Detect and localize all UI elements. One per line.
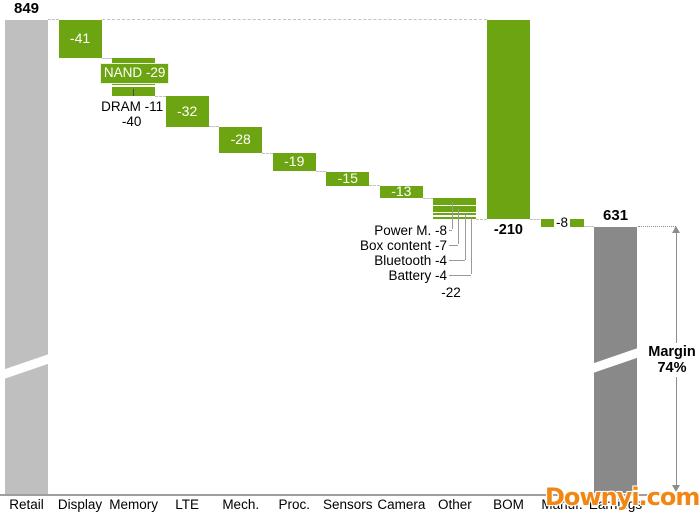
connector-line <box>583 226 595 228</box>
callout-label: Battery -4 <box>388 267 447 283</box>
axis-baseline <box>0 493 699 496</box>
callout-leader <box>464 214 466 260</box>
memory-total-label: -40 <box>121 113 142 129</box>
connector-line <box>208 126 220 128</box>
downyi-watermark: Downyi.com <box>545 483 699 511</box>
category-label-sensors: Sensors <box>323 497 373 512</box>
category-label-earnings: Earnings <box>588 497 643 512</box>
callout-leader <box>452 201 453 230</box>
segment-separator <box>433 211 477 214</box>
earnings-dotted-line <box>637 226 677 228</box>
callout-leader <box>449 274 472 276</box>
arrow-down-icon <box>672 485 680 492</box>
delta-label: -32 <box>177 102 198 119</box>
callout-label: Bluetooth -4 <box>374 252 447 268</box>
bar-other <box>433 198 477 219</box>
segment-separator <box>112 85 156 87</box>
delta-label: -15 <box>337 169 358 186</box>
connector-line <box>155 95 166 97</box>
bar-sensors <box>326 171 370 186</box>
bar-proc <box>272 153 316 172</box>
segment-callout-label: DRAM -11 <box>101 98 164 114</box>
segment-label-box: NAND -29 <box>100 62 170 84</box>
delta-label: -19 <box>284 153 305 170</box>
connector-line <box>315 171 327 172</box>
category-label-manuf: Manuf. <box>541 497 583 512</box>
connector-line <box>369 185 380 187</box>
label-gap <box>554 217 570 229</box>
top-level-dashed-line <box>101 19 487 20</box>
callout-label: Box content -7 <box>359 237 447 253</box>
delta-label: -13 <box>391 182 412 199</box>
category-label-other: Other <box>438 497 472 512</box>
bar-lte <box>165 96 209 127</box>
segment-separator <box>433 215 477 217</box>
connector-line <box>48 19 59 20</box>
callout-leader <box>449 244 459 246</box>
dram-tick <box>132 89 135 96</box>
total-label-earnings: 631 <box>603 207 629 225</box>
margin-value: 74% <box>657 360 687 376</box>
delta-label: -41 <box>69 29 91 46</box>
bar-camera <box>379 185 423 199</box>
connector-line <box>422 197 434 199</box>
margin-label: Margin <box>648 344 696 360</box>
connector-line <box>262 152 273 154</box>
callout-leader <box>458 209 460 245</box>
callout-leader <box>449 229 452 231</box>
total-label-retail: 849 <box>13 0 40 17</box>
connector-line <box>101 57 113 59</box>
bar-mech <box>219 126 263 154</box>
bar-retail <box>5 19 48 494</box>
category-label-mech: Mech. <box>222 497 260 512</box>
delta-label: -28 <box>230 131 251 148</box>
connector-line <box>529 218 541 220</box>
other-total-label: -22 <box>441 285 461 300</box>
delta-label: -8 <box>555 215 568 231</box>
category-label-memory: Memory <box>109 497 158 512</box>
category-label-proc: Proc. <box>278 497 310 512</box>
subtotal-label: -210 <box>493 222 523 238</box>
callout-leader <box>471 218 473 275</box>
category-label-lte: LTE <box>175 497 200 512</box>
callout-leader <box>449 259 465 261</box>
category-label-bom: BOM <box>493 497 524 512</box>
callout-label: Power M. -8 <box>374 222 447 238</box>
category-label-camera: Camera <box>377 497 426 512</box>
margin-annotation: Margin 74% <box>645 343 699 377</box>
bar-bom <box>486 19 530 219</box>
category-label-display: Display <box>57 497 103 512</box>
category-label-retail: Retail <box>9 497 44 512</box>
segment-separator <box>433 204 477 207</box>
bar-display <box>58 19 102 59</box>
connector-line <box>476 218 487 220</box>
